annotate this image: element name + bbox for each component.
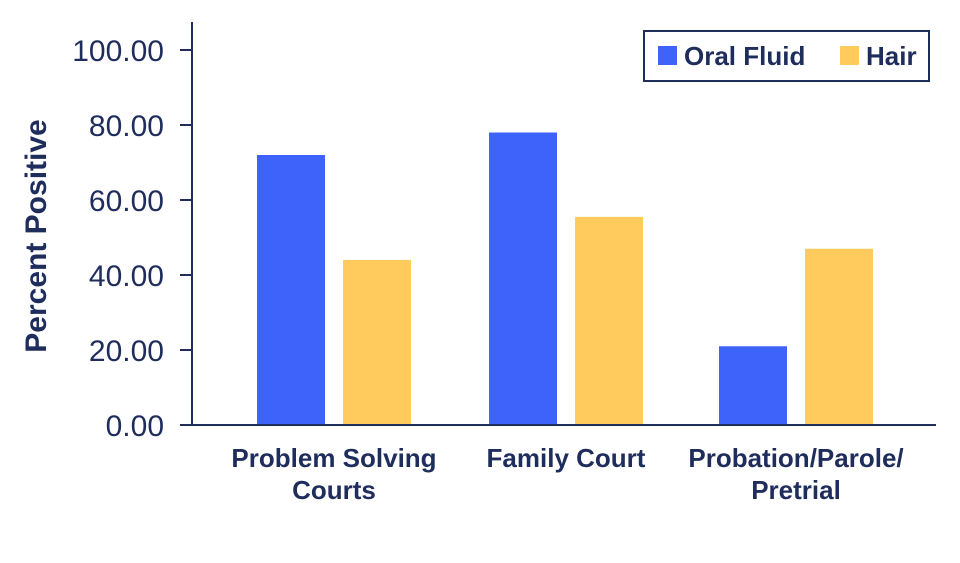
- legend-swatch: [840, 46, 859, 65]
- x-category-label: Family Court: [487, 443, 646, 473]
- bar-oral-fluid-2: [719, 346, 787, 425]
- y-tick-label: 0.00: [106, 410, 164, 443]
- bar-hair-0: [343, 260, 411, 425]
- legend-box: [643, 30, 930, 82]
- y-tick-label: 60.00: [89, 185, 164, 218]
- legend-label: Hair: [866, 41, 917, 71]
- legend-label: Oral Fluid: [684, 41, 805, 71]
- y-tick-label: 20.00: [89, 335, 164, 368]
- y-tick-label: 100.00: [72, 35, 164, 68]
- x-category-label: Problem Solving: [231, 443, 436, 473]
- y-axis-label: Percent Positive: [20, 119, 53, 352]
- bar-oral-fluid-1: [489, 132, 557, 425]
- legend: Oral Fluid Hair: [643, 30, 930, 82]
- bars-group: [257, 132, 873, 425]
- y-ticks-group: 0.00 20.00 40.00 60.00 80.00 100.00: [72, 35, 192, 443]
- x-category-label: Probation/Parole/: [688, 443, 903, 473]
- x-category-label: Courts: [292, 475, 376, 505]
- y-tick-label: 40.00: [89, 260, 164, 293]
- x-category-label: Pretrial: [751, 475, 841, 505]
- bar-hair-1: [575, 216, 643, 425]
- bar-oral-fluid-0: [257, 155, 325, 425]
- bar-hair-2: [805, 248, 873, 425]
- legend-swatch: [658, 46, 677, 65]
- axes-group: [191, 22, 936, 426]
- y-tick-label: 80.00: [89, 110, 164, 143]
